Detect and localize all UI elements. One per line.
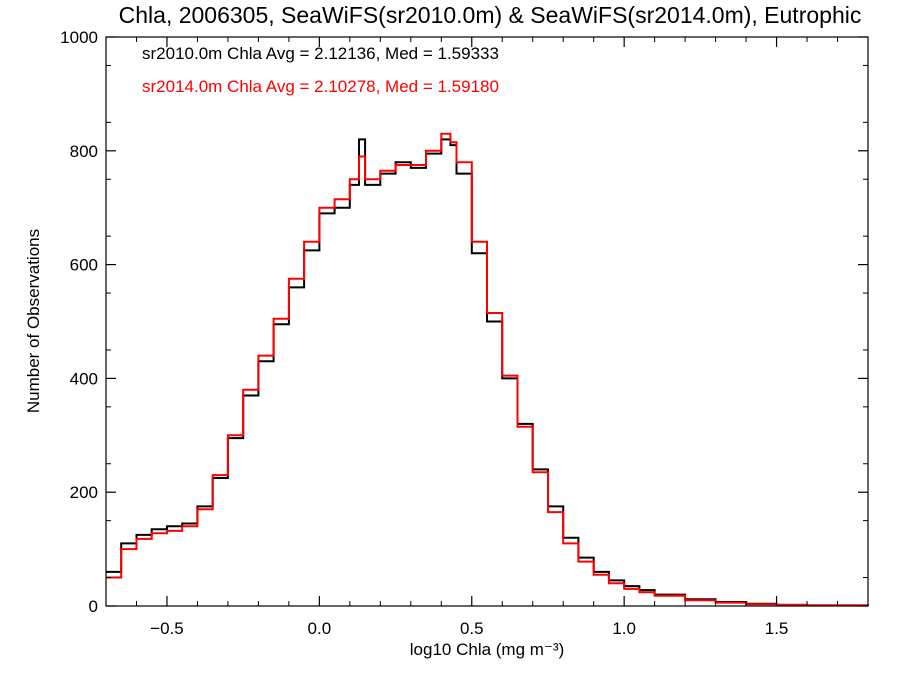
annotation-sr2014: sr2014.0m Chla Avg = 2.10278, Med = 1.59… [142, 77, 499, 96]
x-axis-label: log10 Chla (mg m⁻³) [410, 640, 564, 659]
series-line-0 [106, 138, 869, 607]
chart-title: Chla, 2006305, SeaWiFS(sr2010.0m) & SeaW… [119, 2, 862, 28]
y-tick-label: 400 [70, 369, 98, 388]
series-layer [106, 132, 869, 607]
x-tick-label: 1.5 [765, 619, 789, 638]
x-tick-label: 0.0 [308, 619, 332, 638]
x-tick-label: 1.0 [612, 619, 636, 638]
series-line-1 [106, 132, 869, 607]
plot-frame [105, 36, 869, 607]
x-tick-label: −0.5 [150, 619, 184, 638]
y-axis-label: Number of Observations [24, 229, 43, 413]
y-tick-label: 0 [89, 597, 98, 616]
y-tick-label: 600 [70, 256, 98, 275]
x-tick-label: 0.5 [460, 619, 484, 638]
ticks-layer: −0.5 0.0 0.5 1.0 1.5 0 200 400 600 800 1000 [60, 28, 868, 638]
annotation-sr2010: sr2010.0m Chla Avg = 2.12136, Med = 1.59… [142, 44, 499, 63]
y-tick-label: 200 [70, 483, 98, 502]
y-tick-label: 1000 [60, 28, 98, 47]
y-tick-label: 800 [70, 142, 98, 161]
